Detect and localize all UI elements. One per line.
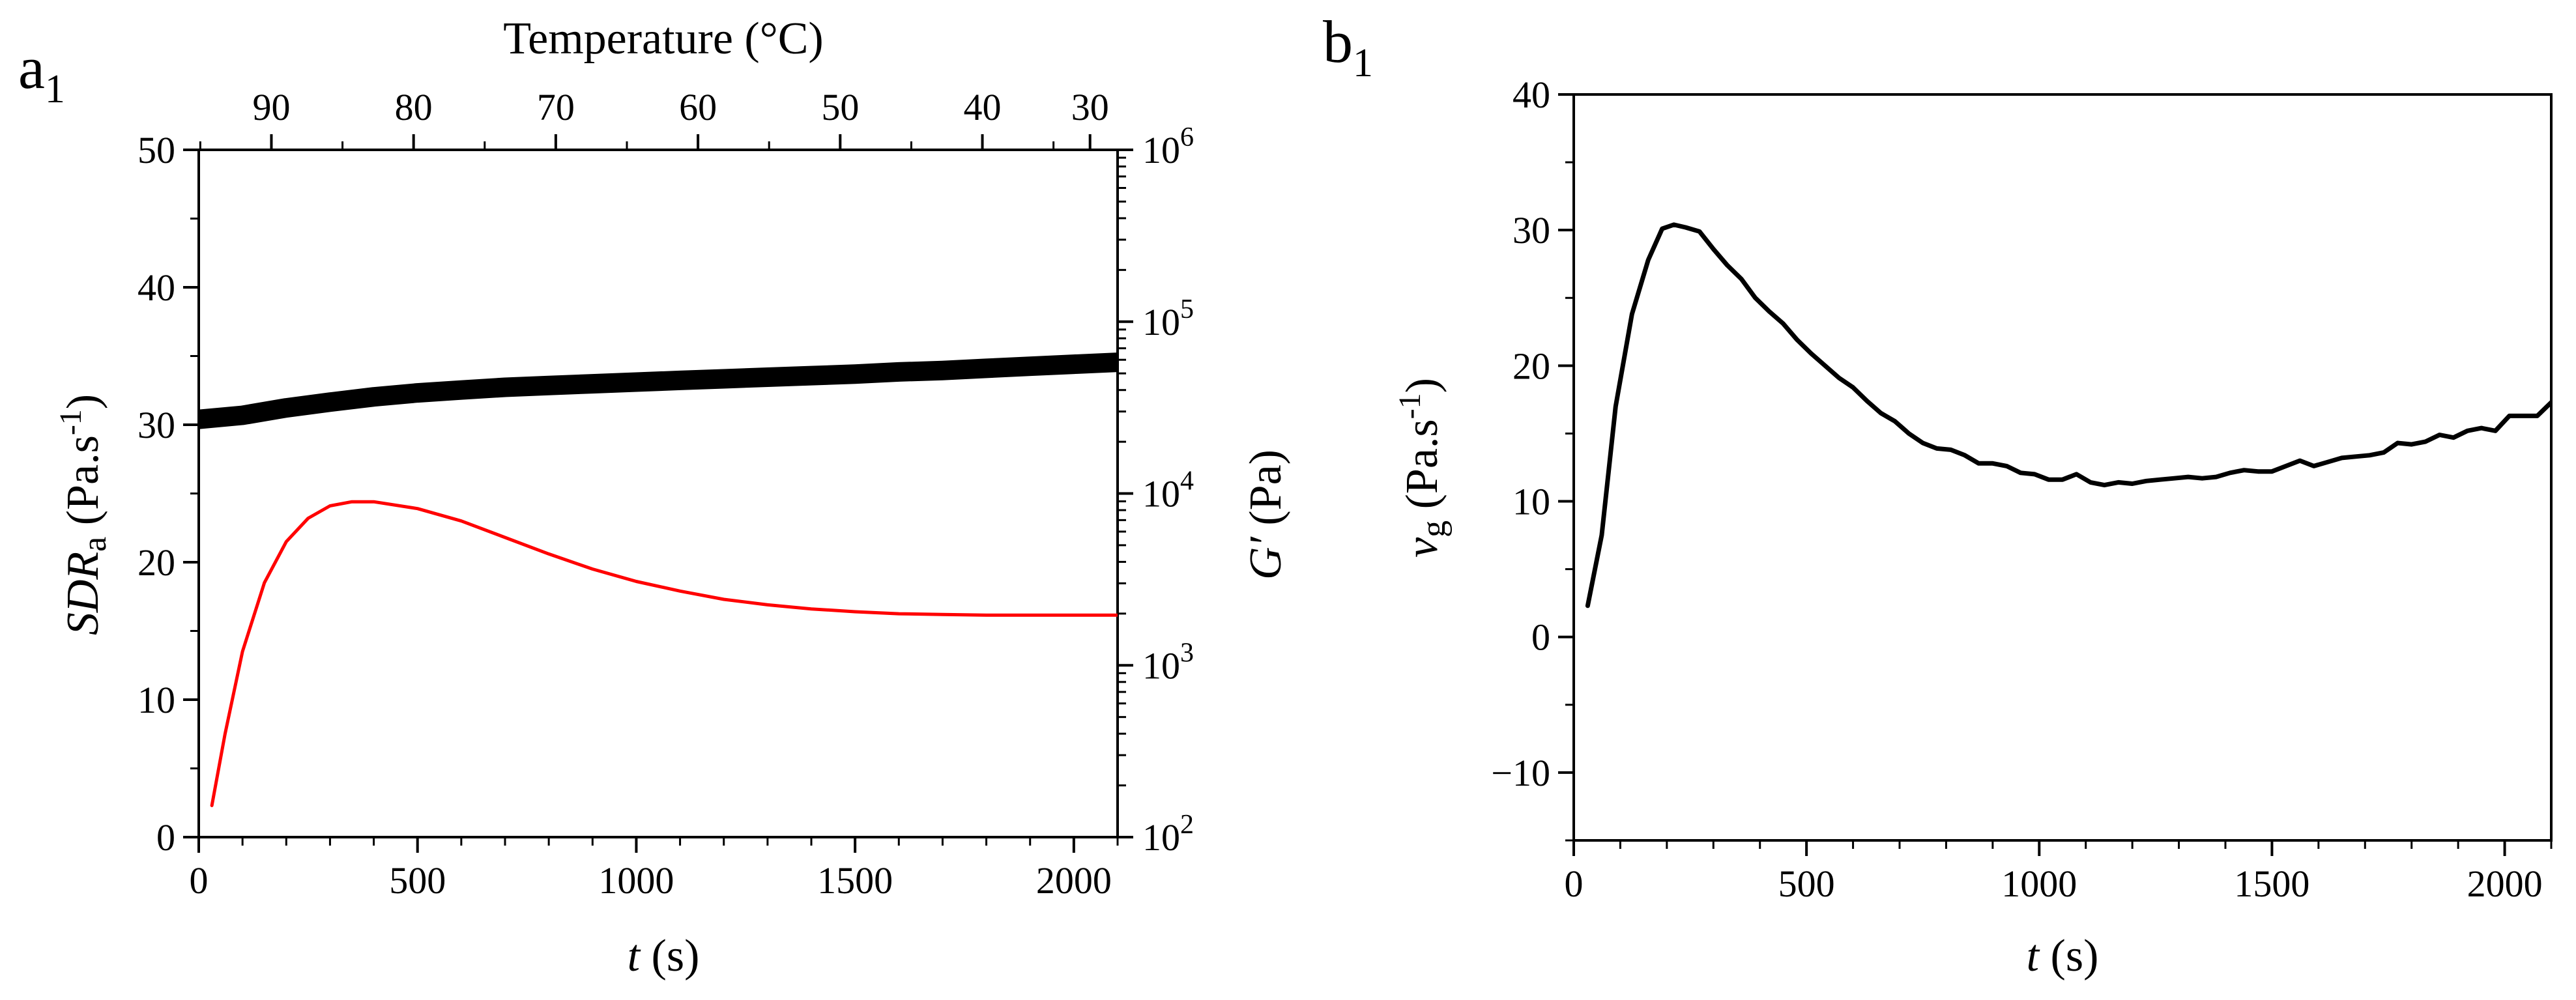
y-axis-title-b: vg (Pa.s-1) bbox=[1393, 378, 1453, 558]
a-series-g-line bbox=[199, 352, 1118, 429]
x-axis-title-b: t (s) bbox=[2027, 931, 2099, 981]
b-x-tick-label: 1500 bbox=[2234, 863, 2309, 905]
a-x-tick-label: 1000 bbox=[598, 859, 674, 902]
b-y-tick-label: 30 bbox=[1512, 209, 1550, 251]
a-top-tick-label: 50 bbox=[821, 86, 859, 128]
a-y-tick-label: 50 bbox=[137, 129, 175, 171]
a-x-tick-label: 500 bbox=[389, 859, 446, 902]
panel-a-label: a1 bbox=[18, 35, 65, 111]
b-plot-frame bbox=[1572, 93, 2553, 842]
a-x-tick-label: 1500 bbox=[817, 859, 893, 902]
panel-b-label: b1 bbox=[1323, 8, 1373, 85]
a-top-tick-label: 60 bbox=[679, 86, 717, 128]
a-plot-frame bbox=[197, 149, 1119, 838]
a-x-tick-label: 0 bbox=[190, 859, 209, 902]
b-y-tick-label: −10 bbox=[1491, 752, 1550, 794]
a-y-tick-label: 20 bbox=[137, 541, 175, 584]
b-series-vg-line bbox=[1585, 222, 2551, 608]
b-y-tick-label: 0 bbox=[1531, 616, 1550, 659]
a-top-tick-label: 80 bbox=[395, 86, 433, 128]
a-y-tick-label: 10 bbox=[137, 679, 175, 721]
b-x-tick-label: 2000 bbox=[2467, 863, 2543, 905]
a-series-group bbox=[199, 352, 1118, 807]
panel-b: b1 t (s) vg (Pa.s-1) 0 500 1000 1500 2000 −10… bbox=[1323, 8, 2553, 981]
a-right-tick-label: 105 bbox=[1142, 294, 1194, 343]
a-y-tick-label: 30 bbox=[137, 404, 175, 446]
a-right-tick-label: 103 bbox=[1142, 638, 1194, 687]
b-x-tick-label: 1000 bbox=[2001, 863, 2077, 905]
b-x-tick-label: 500 bbox=[1778, 863, 1835, 905]
b-y-tick-label: 40 bbox=[1512, 74, 1550, 116]
a-y-tick-label: 40 bbox=[137, 266, 175, 309]
a-top-tick-label: 90 bbox=[252, 86, 290, 128]
right-y-axis-title-a: G′ (Pa) bbox=[1241, 450, 1291, 580]
y-axis-title-a: SDRa (Pa.s-1) bbox=[53, 394, 113, 635]
a-series-sdra-line bbox=[210, 500, 1118, 807]
a-right-tick-label: 102 bbox=[1142, 810, 1194, 859]
b-series-group bbox=[1585, 222, 2551, 608]
b-y-tick-label: 20 bbox=[1512, 345, 1550, 387]
b-x-tick-label: 0 bbox=[1565, 863, 1584, 905]
a-x-tick-label: 2000 bbox=[1036, 859, 1112, 902]
panel-a: a1 Temperature (°C) t (s) SDRa (Pa.s-1) … bbox=[18, 14, 1291, 981]
a-top-tick-label: 30 bbox=[1071, 86, 1109, 128]
top-x-axis-title: Temperature (°C) bbox=[503, 14, 823, 64]
a-top-tick-label: 40 bbox=[964, 86, 1002, 128]
b-y-tick-label: 10 bbox=[1512, 481, 1550, 523]
a-top-tick-label: 70 bbox=[537, 86, 575, 128]
a-right-tick-label: 104 bbox=[1142, 466, 1194, 515]
a-right-tick-label: 106 bbox=[1142, 122, 1194, 171]
a-y-tick-label: 0 bbox=[156, 816, 175, 859]
x-axis-title-a: t (s) bbox=[628, 931, 700, 981]
